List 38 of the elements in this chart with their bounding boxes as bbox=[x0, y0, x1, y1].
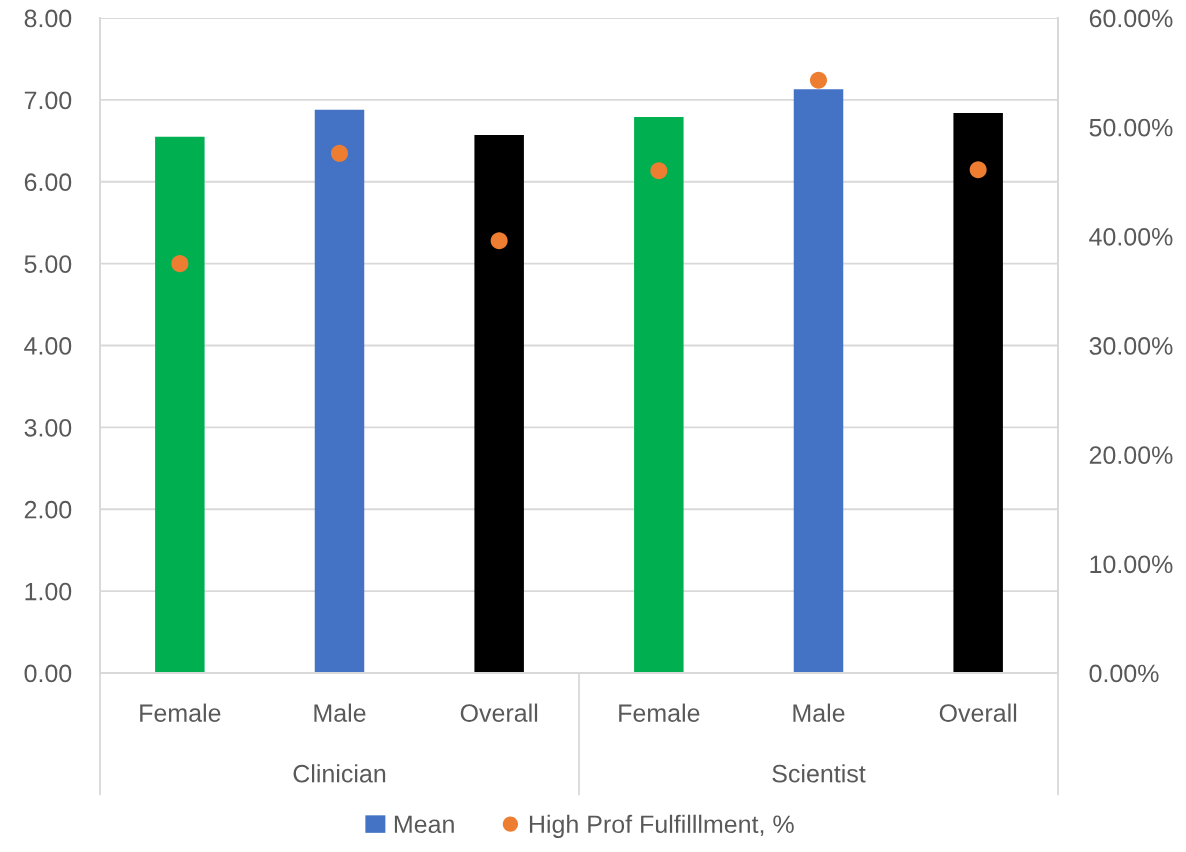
y-tick-label: 5.00 bbox=[24, 255, 72, 273]
y2-tick-label: 0.00% bbox=[1089, 664, 1159, 683]
bar bbox=[953, 112, 1003, 673]
y-tick-label: 8.00 bbox=[24, 9, 72, 28]
bar bbox=[314, 109, 365, 673]
point bbox=[330, 144, 349, 162]
x-tick-label: Female bbox=[140, 703, 221, 722]
y-tick-label: 0.00 bbox=[24, 664, 72, 683]
x-tick-label: Female bbox=[619, 703, 700, 722]
y-tick-label: 3.00 bbox=[24, 418, 72, 437]
bar bbox=[634, 117, 684, 673]
y-tick-label: 7.00 bbox=[24, 91, 72, 110]
x-tick-label: Male bbox=[314, 703, 366, 722]
x-tick-label: Overall bbox=[460, 703, 538, 722]
bar bbox=[793, 89, 844, 673]
point bbox=[171, 255, 189, 273]
text: Clinician bbox=[293, 764, 386, 783]
legend-label: High Prof Fulfilllment, % bbox=[529, 814, 794, 839]
y2-tick-label: 60.00% bbox=[1089, 9, 1173, 28]
bar bbox=[474, 135, 524, 673]
y-tick-label: 6.00 bbox=[24, 173, 72, 192]
y2-tick-label: 40.00% bbox=[1089, 227, 1173, 246]
point bbox=[490, 232, 508, 250]
y-tick-label: 2.00 bbox=[24, 500, 72, 519]
x-tick-label: Overall bbox=[939, 703, 1017, 722]
bar bbox=[155, 136, 205, 673]
y2-tick-label: 10.00% bbox=[1090, 555, 1173, 574]
legend-label: Mean bbox=[394, 815, 454, 834]
y-tick-label: 4.00 bbox=[24, 337, 72, 355]
point bbox=[809, 71, 828, 89]
y2-tick-label: 50.00% bbox=[1089, 118, 1173, 137]
y2-tick-label: 20.00% bbox=[1089, 446, 1173, 464]
y2-tick-label: 30.00% bbox=[1089, 337, 1173, 355]
point bbox=[969, 161, 987, 179]
point bbox=[650, 162, 668, 180]
x-tick-label: Male bbox=[793, 703, 845, 722]
text: Scientist bbox=[772, 764, 866, 783]
y-tick-label: 1.00 bbox=[25, 582, 72, 601]
